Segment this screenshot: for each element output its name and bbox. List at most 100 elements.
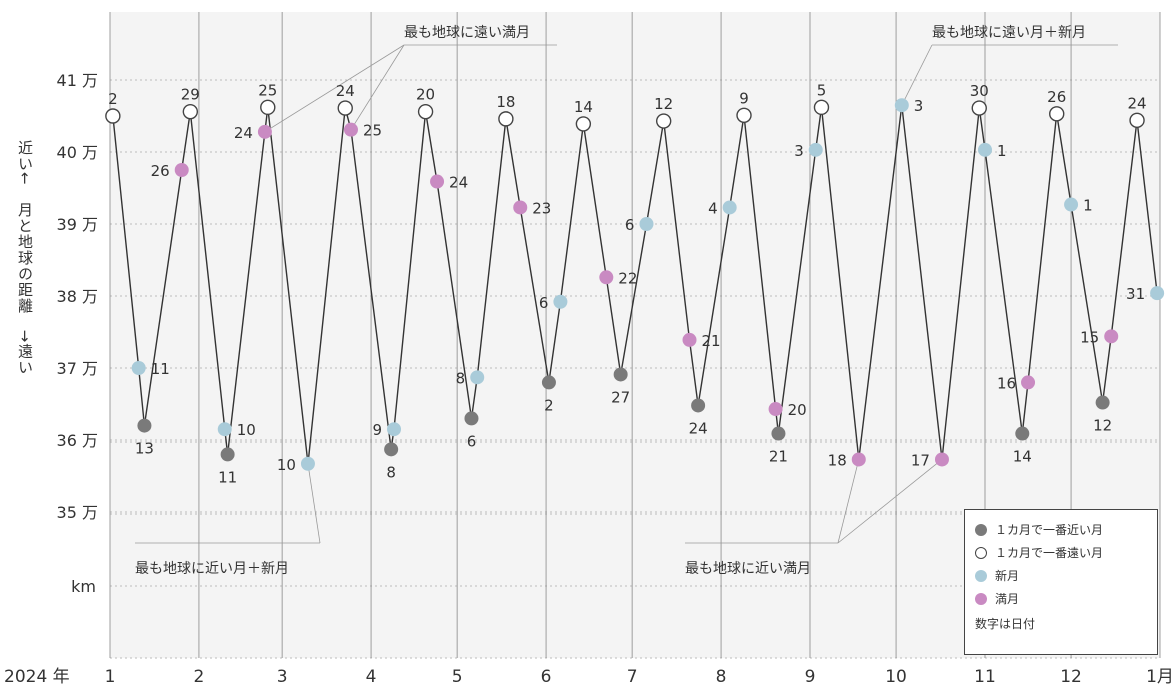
y-tick-label-4: 37 万: [57, 359, 98, 378]
full-moon-point: [934, 452, 949, 467]
date-label: 18: [496, 93, 515, 111]
full-moon-point: [851, 452, 866, 467]
legend-label-near: １カ月で一番近い月: [995, 523, 1104, 537]
y-tick-label-0: 41 万: [57, 71, 98, 90]
legend-item-near: １カ月で一番近い月: [975, 518, 1147, 541]
date-label: 6: [539, 294, 549, 312]
nearest-point: [691, 398, 706, 413]
full-moon-point: [343, 122, 358, 137]
x-tick-label-3: 4: [366, 667, 377, 687]
date-label: 25: [258, 81, 277, 99]
farthest-point: [1049, 106, 1065, 122]
y-tick-label-6: 35 万: [57, 503, 98, 522]
x-tick-label-5: 6: [541, 667, 552, 687]
new-moon-point: [387, 422, 402, 437]
date-label: 17: [911, 451, 930, 469]
date-label: 14: [1013, 448, 1032, 466]
new-moon-point: [808, 142, 823, 157]
x-tick-label-11: 12: [1060, 667, 1082, 687]
new-moon-point: [470, 370, 485, 385]
farthest-point: [813, 99, 830, 116]
legend-label-new-moon: 新月: [995, 569, 1020, 583]
y-tick-label-2: 39 万: [57, 215, 98, 234]
nearest-point: [1095, 395, 1110, 410]
date-label: 10: [277, 456, 296, 474]
date-label: 21: [769, 448, 788, 466]
x-tick-label-10: 11: [974, 667, 996, 687]
date-label: 11: [218, 468, 237, 486]
date-label: 3: [794, 142, 804, 160]
farthest-point: [337, 100, 353, 116]
date-label: 10: [237, 421, 256, 439]
full-moon-point: [682, 332, 697, 347]
full-moon-point: [599, 270, 614, 285]
date-label: 26: [151, 162, 170, 180]
x-tick-label-1: 2: [194, 667, 205, 687]
legend-marker-far: [975, 546, 987, 559]
y-tick-label-3: 38 万: [57, 287, 98, 306]
farthest-point: [575, 116, 592, 132]
farthest-point: [260, 99, 276, 116]
date-label: 24: [234, 124, 253, 142]
farthest-point: [498, 111, 514, 127]
date-label: 15: [1080, 328, 1099, 346]
x-tick-label-0: 1: [105, 667, 116, 687]
new-moon-point: [1150, 286, 1165, 301]
legend-label-full-moon: 満月: [995, 592, 1020, 606]
date-label: 27: [611, 388, 630, 406]
date-label: 26: [1047, 88, 1066, 106]
date-label: 23: [532, 199, 551, 217]
legend-note: 数字は日付: [975, 617, 1036, 631]
nearest-point: [137, 418, 152, 433]
date-label: 16: [997, 374, 1016, 392]
annotation-text-0: 最も地球に遠い満月: [404, 25, 530, 41]
farthest-point: [417, 103, 434, 120]
date-label: 12: [1093, 417, 1112, 435]
farthest-point: [655, 113, 672, 129]
date-label: 24: [336, 82, 355, 100]
new-moon-point: [553, 294, 568, 309]
date-label: 6: [625, 216, 635, 234]
date-label: 9: [739, 89, 749, 107]
date-label: 4: [708, 199, 718, 217]
x-tick-label-12: 1月: [1146, 667, 1174, 687]
y-axis-label: 近い← 月と地球の距離 →遠い: [16, 140, 34, 376]
legend-item-far: １カ月で一番遠い月: [975, 541, 1147, 564]
farthest-point: [971, 100, 987, 116]
x-tick-label-2: 3: [277, 667, 288, 687]
date-label: 3: [914, 97, 924, 115]
y-unit-label: km: [71, 577, 96, 596]
annotation-leader-0-0: [264, 44, 405, 133]
full-moon-point: [430, 174, 445, 189]
date-label: 1: [997, 142, 1007, 160]
date-label: 11: [151, 360, 170, 378]
annotation-leader-3-1: [837, 459, 943, 544]
date-label: 24: [449, 174, 468, 192]
x-tick-label-8: 9: [805, 667, 816, 687]
date-label: 30: [970, 82, 989, 100]
date-label: 20: [416, 86, 435, 104]
nearest-point: [613, 367, 628, 382]
date-label: 29: [181, 86, 200, 104]
new-moon-point: [894, 98, 909, 113]
annotation-text-2: 最も地球に近い月＋新月: [135, 561, 289, 577]
farthest-point: [105, 108, 121, 124]
x-tick-label-4: 5: [452, 667, 463, 687]
x-year-label: 2024 年: [4, 667, 70, 687]
legend-marker-near: [975, 523, 987, 536]
date-label: 8: [456, 369, 466, 387]
legend: １カ月で一番近い月 １カ月で一番遠い月 新月 満月 数字は日付: [964, 509, 1158, 655]
annotation-leader-0-1: [350, 44, 405, 130]
date-label: 24: [689, 419, 708, 437]
date-label: 5: [817, 81, 827, 99]
date-label: 21: [702, 332, 721, 350]
legend-item-full-moon: 満月: [975, 587, 1147, 610]
new-moon-point: [722, 200, 737, 215]
date-label: 20: [788, 401, 807, 419]
farthest-point: [1129, 112, 1145, 129]
date-label: 24: [1128, 94, 1147, 112]
new-moon-point: [639, 217, 654, 231]
nearest-point: [541, 375, 556, 390]
annotation-leader-2-0: [307, 463, 321, 544]
legend-label-far: １カ月で一番遠い月: [995, 546, 1104, 560]
